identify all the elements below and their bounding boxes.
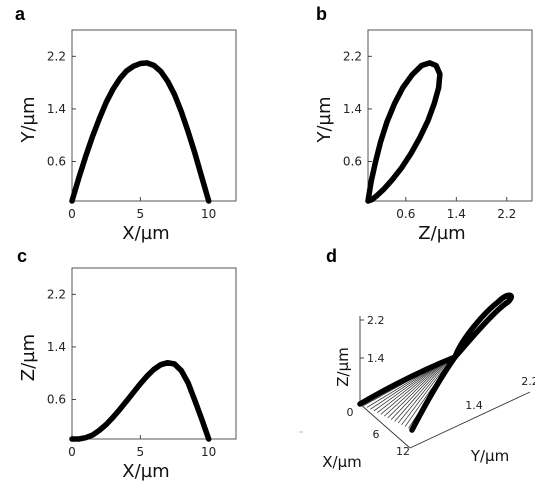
x-axis-line: [359, 403, 411, 449]
y-tick-label: 0.6: [343, 155, 362, 169]
x-tick-label: 10: [201, 207, 216, 221]
panel-letter-a: a: [15, 4, 26, 24]
y-axis-label: Y/µm: [18, 96, 39, 143]
y-tick-label: 1.4: [465, 399, 483, 412]
y-axis-label: Y/µm: [470, 447, 509, 465]
plot-frame: [71, 267, 237, 440]
x-tick-label: 2.2: [497, 207, 516, 221]
y-tick-label: 2.2: [343, 49, 362, 63]
z-axis-label: Z/µm: [334, 347, 352, 387]
series-line-1: [69, 60, 212, 204]
hatch-line: [397, 361, 449, 424]
y-axis-line: [409, 391, 531, 449]
x-tick-label: 10: [201, 445, 216, 459]
y-tick-label: 0.6: [47, 155, 66, 169]
x-tick-label: 6: [373, 428, 380, 441]
x-axis-label: Z/µm: [418, 223, 465, 244]
chart-panel-b: b 0.6 1.4 2.2 0.6 1.4 2.2 Z/µm Y/µm: [314, 4, 533, 244]
y-tick-label: 2.2: [521, 375, 535, 388]
x-tick-label: 5: [137, 445, 145, 459]
y-tick-label: 0.6: [47, 393, 66, 407]
y-tick-label: 1.4: [343, 102, 362, 116]
y-axis-label: Z/µm: [18, 334, 39, 381]
y-tick-label: 1.4: [47, 340, 66, 354]
y-axis-label: Y/µm: [314, 96, 335, 143]
series-line-1: [365, 60, 443, 204]
hatch-line: [380, 364, 440, 415]
hatch-line: [401, 360, 451, 426]
z-tick-label: 2.2: [367, 314, 385, 327]
chart-panel-c: c 0 5 10 0.6 1.4 2.2 X/µm Z/µm: [17, 246, 237, 482]
plot-frame: [71, 29, 237, 202]
hatch-line: [370, 366, 435, 410]
z-tick-label: 1.4: [367, 352, 385, 365]
hatch-line: [390, 362, 445, 420]
panel-letter-c: c: [17, 246, 27, 266]
y-tick-label: 2.2: [47, 49, 66, 63]
y-tick-label: 1.4: [47, 102, 66, 116]
y-tick-label: 2.2: [47, 287, 66, 301]
panel-letter-d: d: [326, 246, 337, 266]
hatch-line: [377, 365, 438, 413]
x-axis-label: X/µm: [322, 453, 362, 471]
hatch-line: [387, 363, 444, 419]
hatch-line: [373, 366, 437, 412]
series-line-3d: [357, 292, 514, 433]
x-axis-label: X/µm: [122, 461, 169, 482]
chart-panel-a: a 0 5 10 0.6 1.4 2.2 X/µm Y/µm: [15, 4, 237, 244]
x-tick-label: 0: [347, 406, 354, 419]
hatch-line: [384, 364, 442, 417]
panel-letter-b: b: [316, 4, 327, 24]
x-tick-label: 0: [68, 445, 76, 459]
x-axis-label: X/µm: [122, 223, 169, 244]
chart-panel-d: d 1.4 2.2 0 6 12 1.4 2.2 Z/µm X/µm Y/µm: [299, 246, 535, 471]
x-tick-label: 0.6: [396, 207, 415, 221]
x-tick-label: 1.4: [447, 207, 466, 221]
x-tick-label: 5: [137, 207, 145, 221]
hatch-line: [394, 362, 447, 422]
x-tick-label: 12: [396, 445, 410, 458]
series-line-1: [69, 359, 212, 442]
x-tick-label: 0: [68, 207, 76, 221]
